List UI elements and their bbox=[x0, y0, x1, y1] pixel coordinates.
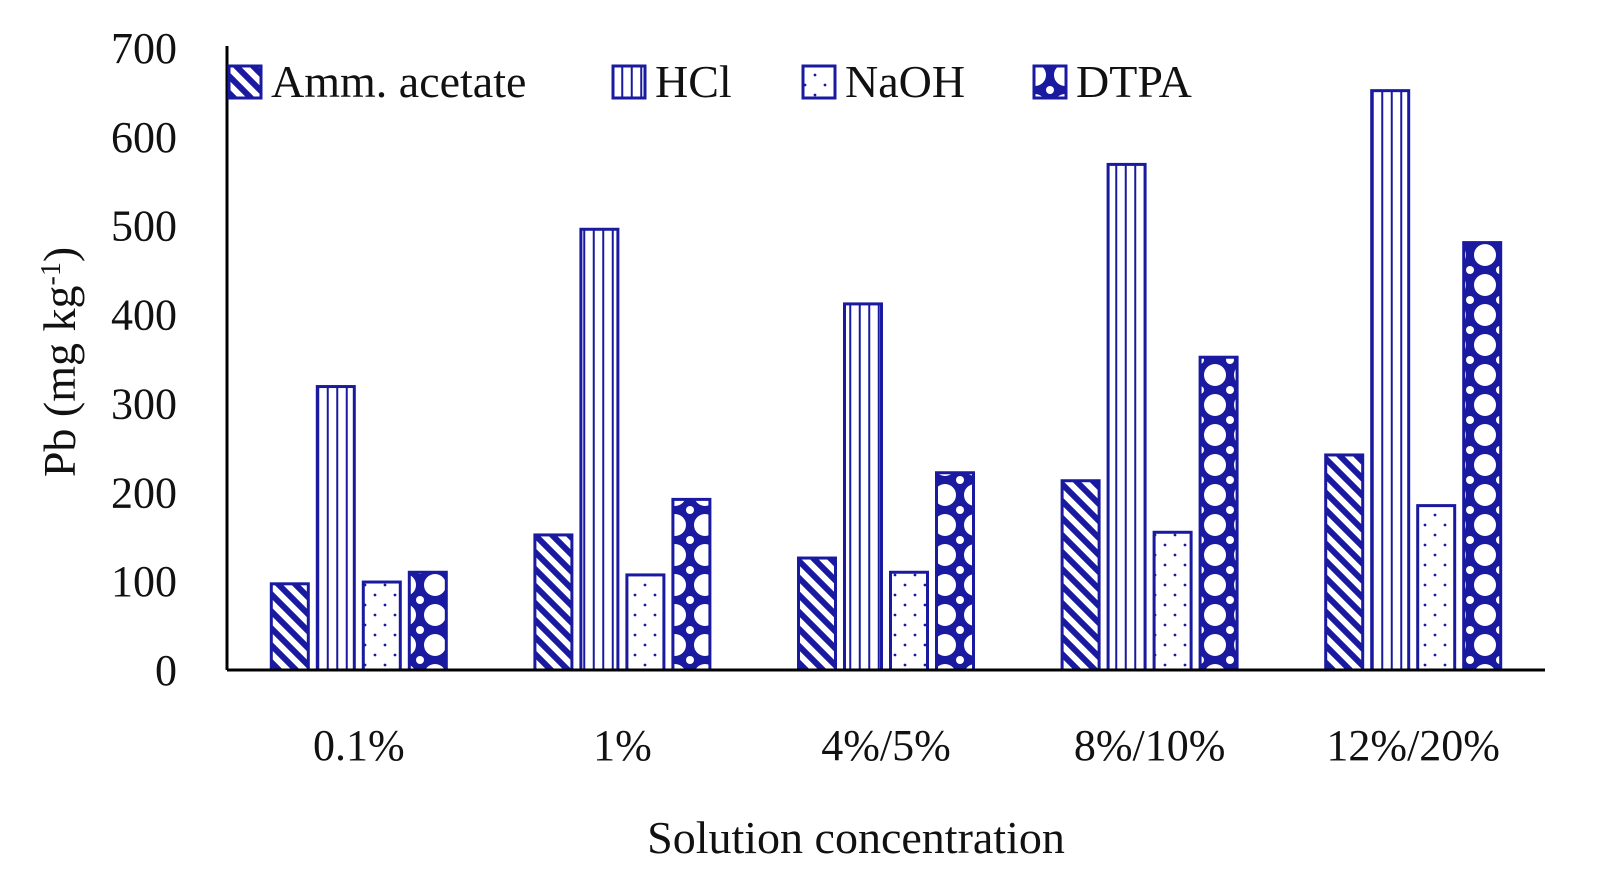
axes-layer: 0 100 200 300 400 500 600 700 bbox=[111, 24, 1545, 695]
y-tick-label: 100 bbox=[111, 557, 177, 606]
y-tick-label: 500 bbox=[111, 202, 177, 251]
bar-dtpa-1 bbox=[407, 570, 448, 672]
bar-naoh-3 bbox=[889, 570, 929, 672]
y-tick-label: 400 bbox=[111, 291, 177, 340]
bars-layer: 0.1% 1% 4%/5% 8%/10% 12%/20% bbox=[269, 89, 1503, 770]
x-tick-label: 1% bbox=[593, 721, 652, 770]
bar-amm-acetate-2 bbox=[533, 533, 574, 672]
bar-dtpa-3 bbox=[935, 471, 975, 672]
legend-swatch-diagonal bbox=[227, 64, 263, 100]
legend-swatch-circles bbox=[1032, 64, 1068, 100]
legend-label: NaOH bbox=[845, 56, 965, 107]
y-tick-label: 0 bbox=[155, 646, 177, 695]
bar-dtpa-2 bbox=[671, 497, 712, 672]
legend-swatch-dots bbox=[801, 64, 837, 100]
bar-hcl-3 bbox=[843, 302, 883, 672]
x-tick-label: 12%/20% bbox=[1326, 721, 1500, 770]
legend: Amm. acetate HCl NaOH DTPA bbox=[227, 56, 1192, 107]
bar-naoh-5 bbox=[1416, 504, 1457, 672]
bar-dtpa-4 bbox=[1198, 355, 1239, 672]
bar-hcl-2 bbox=[579, 227, 620, 672]
y-tick-label: 700 bbox=[111, 24, 177, 73]
bar-amm-acetate-5 bbox=[1324, 453, 1365, 672]
bar-hcl-1 bbox=[315, 385, 356, 672]
y-axis-title: Pb (mg kg-1) bbox=[34, 247, 85, 477]
y-tick-label: 200 bbox=[111, 468, 177, 517]
y-tick-label: 600 bbox=[111, 113, 177, 162]
legend-label: DTPA bbox=[1076, 56, 1192, 107]
bar-dtpa-5 bbox=[1462, 241, 1503, 672]
bar-hcl-5 bbox=[1370, 89, 1411, 672]
y-tick-label: 300 bbox=[111, 379, 177, 428]
x-tick-label: 0.1% bbox=[313, 721, 405, 770]
bar-naoh-1 bbox=[361, 580, 402, 672]
x-axis-title: Solution concentration bbox=[647, 812, 1065, 863]
bar-hcl-4 bbox=[1106, 162, 1147, 672]
legend-label: HCl bbox=[655, 56, 732, 107]
legend-swatch-vertical bbox=[611, 64, 647, 100]
legend-label: Amm. acetate bbox=[271, 56, 526, 107]
x-tick-label: 4%/5% bbox=[821, 721, 951, 770]
bar-naoh-2 bbox=[625, 573, 666, 672]
bar-naoh-4 bbox=[1152, 530, 1193, 672]
bar-amm-acetate-3 bbox=[797, 556, 837, 672]
bar-amm-acetate-1 bbox=[269, 582, 310, 672]
x-tick-label: 8%/10% bbox=[1074, 721, 1226, 770]
bar-amm-acetate-4 bbox=[1060, 479, 1101, 672]
